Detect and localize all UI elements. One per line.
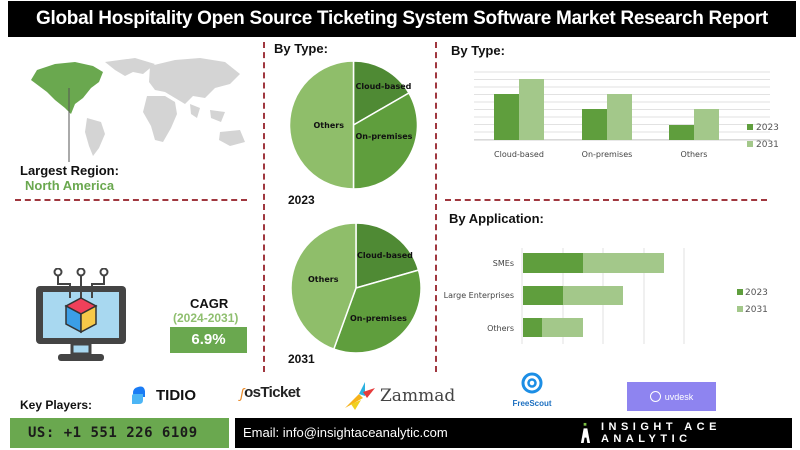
cagr-value: 6.9% xyxy=(170,327,247,353)
uvdesk-icon xyxy=(649,391,661,402)
svg-text:2031: 2031 xyxy=(745,305,768,315)
application-bar-chart: SMEs Large Enterprises Others 2023 2031 xyxy=(444,248,768,344)
svg-text:2023: 2023 xyxy=(745,288,768,298)
pie-chart-2023: Cloud-based On-premises Others xyxy=(288,60,419,190)
type-column-chart: Cloud-based On-premises Others 2023 2031 xyxy=(474,71,779,159)
email-contact: Email: info@insightaceanalytic.com xyxy=(235,418,792,448)
svg-text:On-premises: On-premises xyxy=(582,150,633,159)
kangaroo-icon: ʃ xyxy=(240,384,245,401)
uvdesk-logo: uvdesk xyxy=(627,382,716,411)
pie-2023-label-onprem: On-premises xyxy=(356,132,413,141)
freescout-logo: FreeScout xyxy=(508,372,556,408)
phone-contact: US: +1 551 226 6109 xyxy=(10,418,229,448)
report-title: Global Hospitality Open Source Ticketing… xyxy=(8,1,796,37)
pie-2031-label-cloud: Cloud-based xyxy=(357,251,413,260)
vertical-divider-left xyxy=(263,42,265,372)
key-players-label: Key Players: xyxy=(20,398,93,412)
osticket-logo: ʃ osTicket xyxy=(240,384,300,401)
svg-text:Large Enterprises: Large Enterprises xyxy=(444,291,514,300)
zammad-logo: Zammad xyxy=(343,380,455,412)
largest-region-value: North America xyxy=(25,178,115,193)
svg-text:Others: Others xyxy=(487,324,514,333)
svg-text:SMEs: SMEs xyxy=(493,259,514,268)
horizontal-divider-left xyxy=(15,199,247,201)
svg-text:Cloud-based: Cloud-based xyxy=(494,150,544,159)
svg-text:2031: 2031 xyxy=(756,140,779,150)
freescout-icon xyxy=(521,372,543,394)
insight-ace-a-icon xyxy=(580,422,591,444)
zammad-bird-icon xyxy=(345,382,375,410)
horizontal-divider-right xyxy=(445,199,767,201)
tidio-logo: TIDIO xyxy=(130,385,196,405)
svg-text:2023: 2023 xyxy=(756,123,779,133)
world-map-icon xyxy=(31,58,245,162)
pie-2031-label-onprem: On-premises xyxy=(350,314,407,323)
vertical-divider-right xyxy=(435,42,437,372)
pie-2023-label-cloud: Cloud-based xyxy=(356,82,412,91)
app-section-title: By Application: xyxy=(449,211,544,226)
cagr-period: (2024-2031) xyxy=(173,311,239,325)
pie-chart-2031: Cloud-based On-premises Others xyxy=(290,222,422,354)
pie-2031-label-others: Others xyxy=(308,275,339,284)
brand-logo: INSIGHT ACE ANALYTIC xyxy=(580,418,800,448)
cagr-label: CAGR xyxy=(190,296,229,311)
tidio-icon xyxy=(132,386,145,404)
svg-text:Others: Others xyxy=(681,150,708,159)
pie-2023-label-others: Others xyxy=(314,121,345,130)
pie-2023-year: 2023 xyxy=(288,193,315,207)
pie-section-title: By Type: xyxy=(274,41,328,56)
bar-section-title: By Type: xyxy=(451,43,505,58)
largest-region-label: Largest Region: xyxy=(20,163,119,178)
computer-cube-icon xyxy=(36,268,126,361)
pie-2031-year: 2031 xyxy=(288,352,315,366)
